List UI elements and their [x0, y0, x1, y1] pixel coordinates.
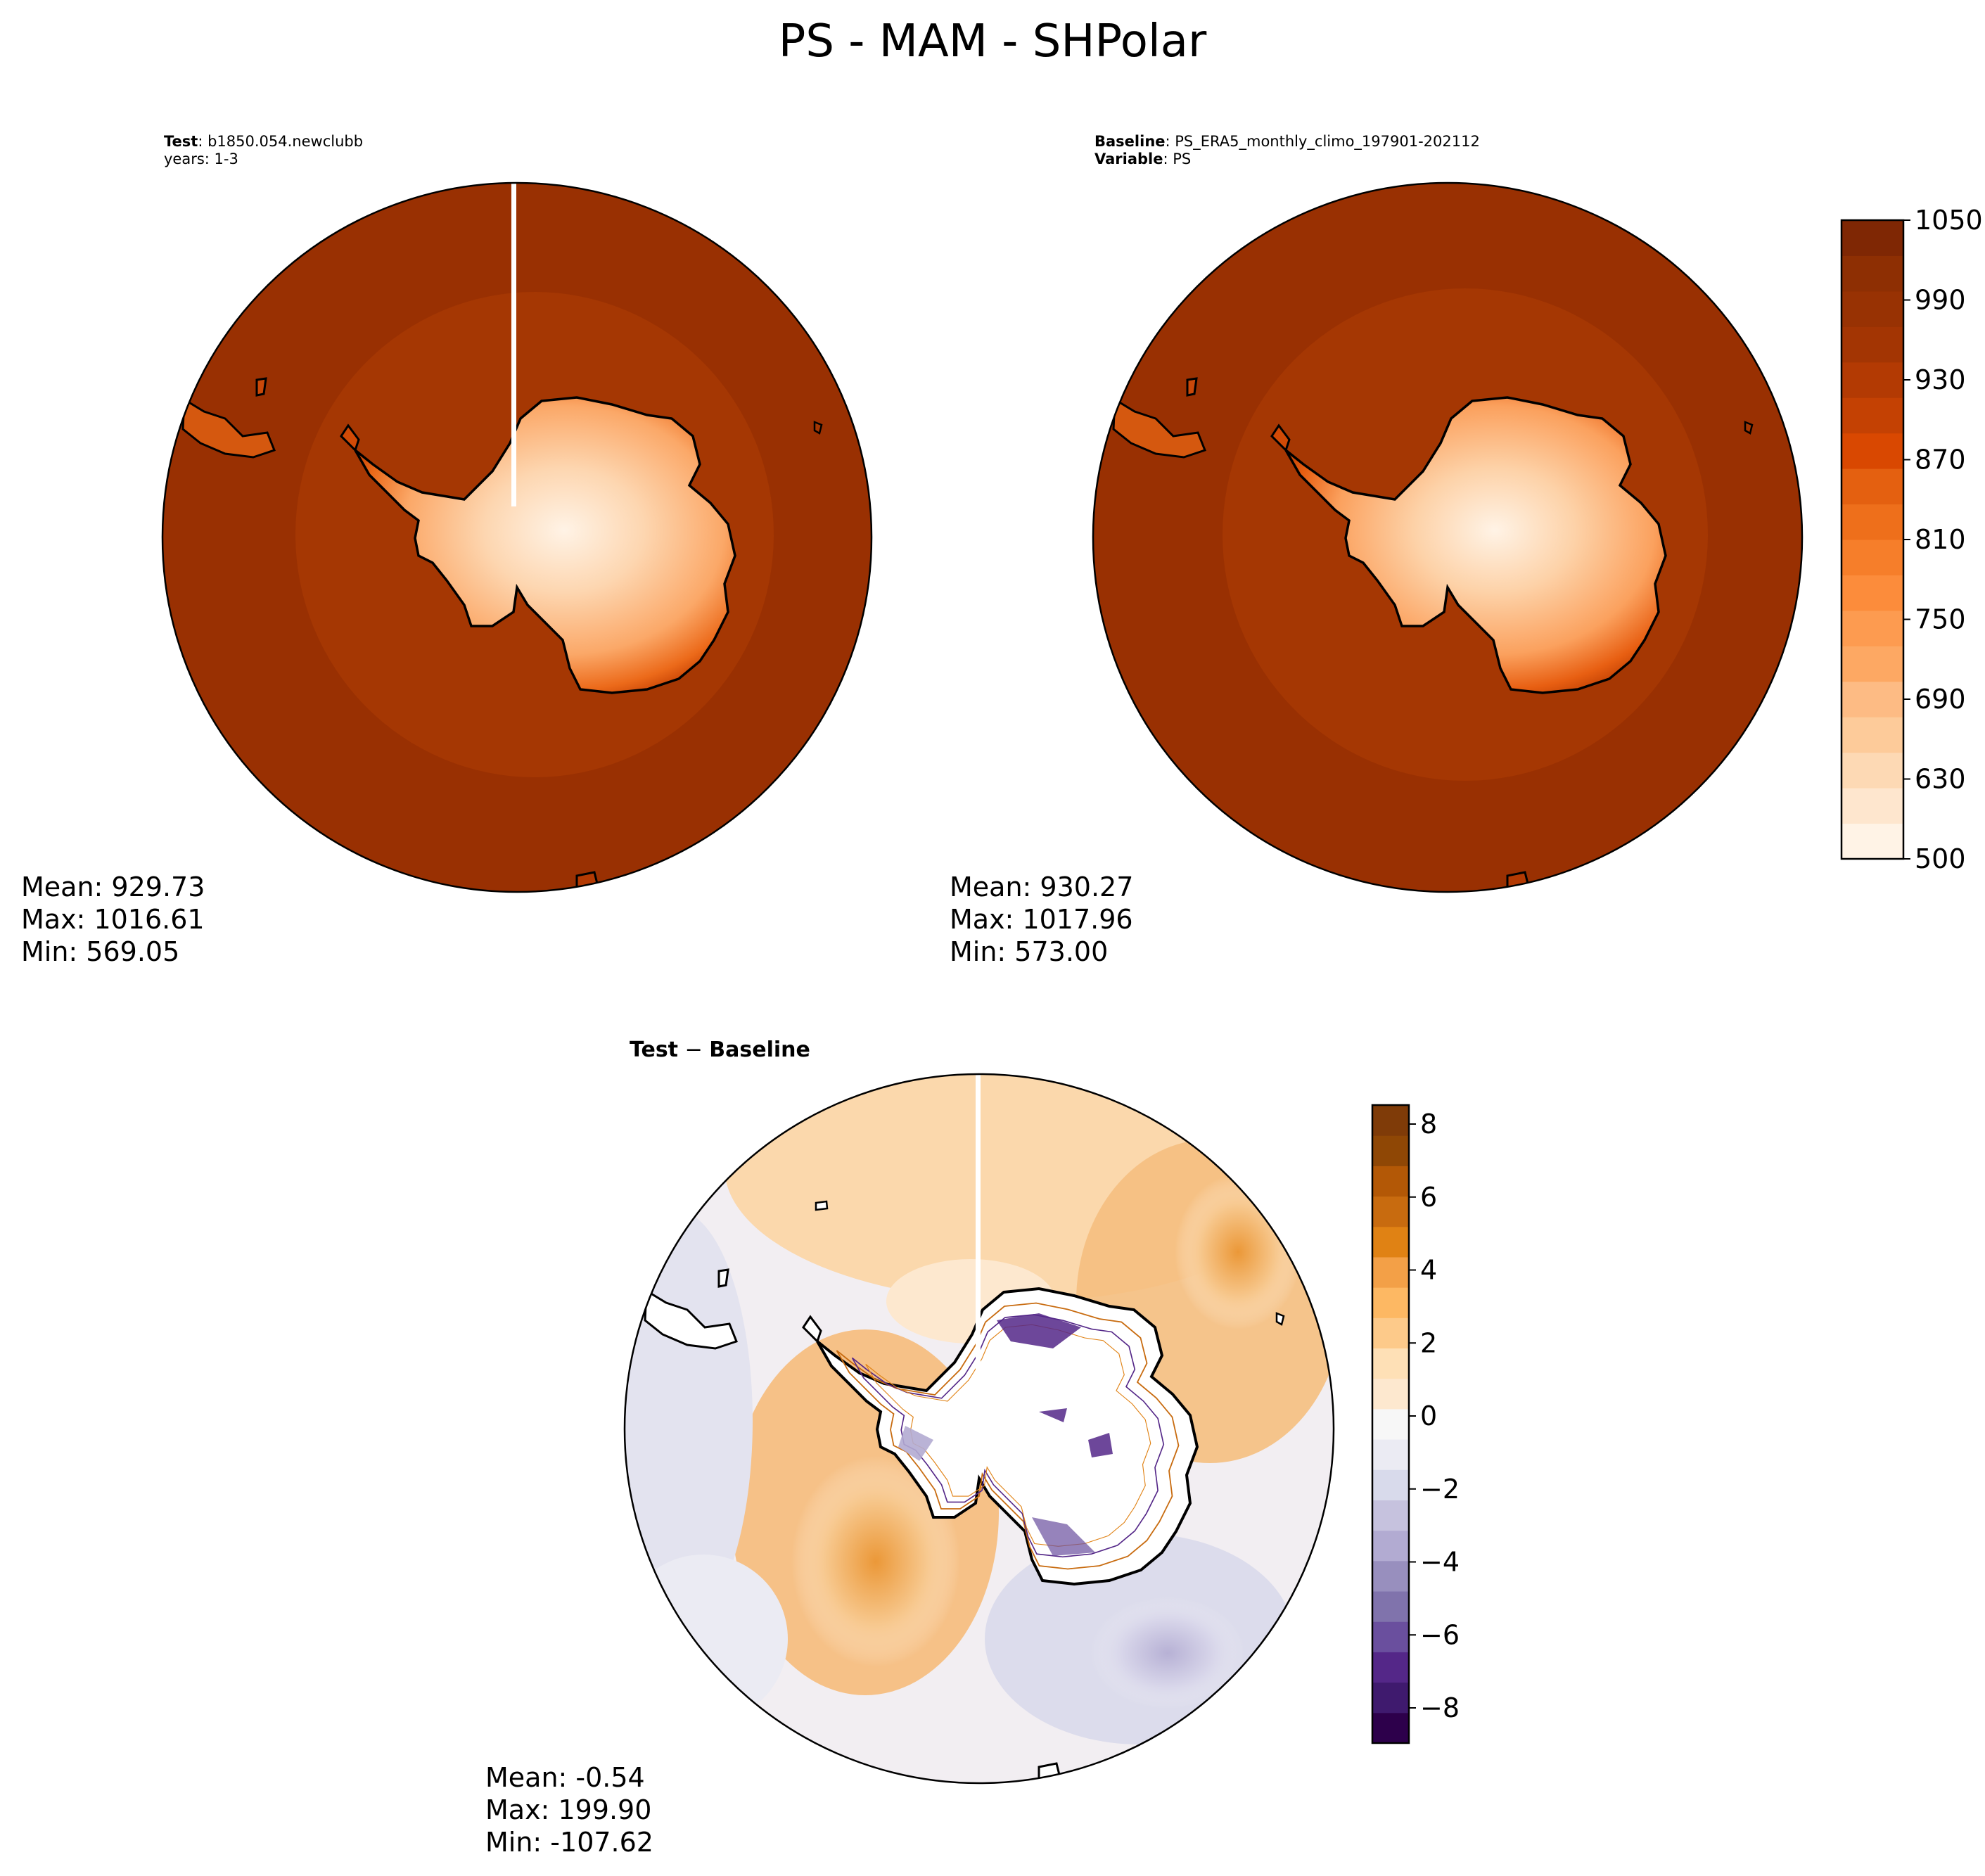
diff-colorbar-tick-label: −6	[1420, 1619, 1460, 1650]
diff-colorbar-segment	[1372, 1256, 1409, 1288]
diff-min: Min: -107.62	[485, 1827, 653, 1858]
test-missing-data-line	[511, 183, 516, 506]
baseline-variable: Variable: PS	[1094, 151, 1191, 167]
main-colorbar-segment	[1842, 717, 1903, 753]
test-label-value: : b1850.054.newclubb	[198, 133, 363, 150]
test-min: Min: 569.05	[21, 936, 179, 967]
diff-colorbar-segment	[1372, 1196, 1409, 1227]
test-years: years: 1-3	[164, 151, 238, 167]
diff-colorbar-segment	[1372, 1682, 1409, 1714]
diff-colorbar-segment	[1372, 1621, 1409, 1652]
main-colorbar-tick-label: 1050	[1915, 205, 1983, 236]
main-colorbar-segment	[1842, 681, 1903, 717]
main-colorbar-segment	[1842, 433, 1903, 469]
main-colorbar-segment	[1842, 823, 1903, 860]
diff-colorbar-segment	[1372, 1408, 1409, 1440]
diff-colorbar-tick-label: 0	[1420, 1400, 1437, 1431]
diff-colorbar-segment	[1372, 1469, 1409, 1500]
diff-colorbar-segment	[1372, 1439, 1409, 1470]
diff-colorbar-tick-label: −8	[1420, 1692, 1460, 1723]
test-panel: Test: b1850.054.newclubb years: 1-3 Mean…	[21, 133, 873, 967]
diff-mean: Mean: -0.54	[485, 1762, 645, 1793]
diff-max: Max: 199.90	[485, 1794, 651, 1825]
main-colorbar-tick-label: 930	[1915, 364, 1966, 395]
baseline-mean: Mean: 930.27	[950, 872, 1133, 902]
main-colorbar-tick-label: 990	[1915, 285, 1966, 316]
main-colorbar-segment	[1842, 468, 1903, 505]
main-colorbar-segment	[1842, 752, 1903, 789]
main-colorbar-tick-label: 630	[1915, 764, 1966, 795]
diff-colorbar-segment	[1372, 1500, 1409, 1531]
diff-colorbar: 8 6 4 2 0 −2 −4 −6 −8	[1371, 1104, 1460, 1744]
diff-colorbar-segment	[1372, 1287, 1409, 1318]
main-colorbar: 1050 990 930 870 810 750 690 630 500	[1840, 205, 1983, 874]
diff-colorbar-segment	[1372, 1166, 1409, 1197]
baseline-south-america	[1112, 397, 1206, 459]
diff-colorbar-tick-label: −2	[1420, 1474, 1460, 1505]
diff-colorbar-tick-label: 6	[1420, 1182, 1437, 1213]
main-colorbar-segment	[1842, 255, 1903, 292]
diff-title: Test − Baseline	[630, 1038, 810, 1062]
test-map	[162, 183, 872, 892]
main-colorbar-segment	[1842, 788, 1903, 824]
main-colorbar-segment	[1842, 220, 1903, 256]
baseline-label-value: : PS_ERA5_monthly_climo_197901-202112	[1166, 133, 1480, 151]
baseline-label: Baseline: PS_ERA5_monthly_climo_197901-2…	[1094, 133, 1480, 151]
diff-south-america	[644, 1289, 738, 1350]
diff-colorbar-segment	[1372, 1712, 1409, 1744]
main-colorbar-segment	[1842, 646, 1903, 682]
test-mean: Mean: 929.73	[21, 872, 205, 902]
diff-panel: Test − Baseline	[485, 1038, 1335, 1858]
main-colorbar-tick-label: 870	[1915, 445, 1966, 476]
diff-title-sep: −	[678, 1038, 709, 1062]
main-colorbar-tick-label: 500	[1915, 843, 1966, 874]
test-max: Max: 1016.61	[21, 904, 205, 935]
main-colorbar-segment	[1842, 362, 1903, 398]
baseline-variable-bold: Variable	[1094, 151, 1163, 167]
baseline-variable-value: : PS	[1163, 151, 1191, 167]
diff-colorbar-tick-label: 4	[1420, 1255, 1437, 1286]
baseline-min: Min: 573.00	[950, 936, 1108, 967]
main-colorbar-tick-label: 750	[1915, 604, 1966, 635]
diff-title-test: Test	[630, 1038, 678, 1062]
diff-colorbar-segment	[1372, 1348, 1409, 1379]
main-colorbar-segment	[1842, 540, 1903, 575]
diff-colorbar-segment	[1372, 1317, 1409, 1349]
diff-map	[625, 1074, 1334, 1783]
main-colorbar-segment	[1842, 610, 1903, 646]
baseline-map	[1093, 183, 1802, 892]
diff-colorbar-segment	[1372, 1591, 1409, 1622]
baseline-label-bold: Baseline	[1094, 133, 1166, 150]
main-colorbar-tick-label: 810	[1915, 524, 1966, 555]
main-colorbar-segment	[1842, 291, 1903, 327]
diff-colorbar-tick-label: 2	[1420, 1327, 1437, 1358]
diff-colorbar-tick-label: 8	[1420, 1109, 1437, 1140]
figure-title: PS - MAM - SHPolar	[779, 15, 1207, 68]
diff-title-baseline: Baseline	[709, 1038, 810, 1062]
diff-colorbar-segment	[1372, 1560, 1409, 1592]
diff-colorbar-segment	[1372, 1652, 1409, 1683]
main-colorbar-segment	[1842, 397, 1903, 434]
main-colorbar-segment	[1842, 326, 1903, 363]
diff-colorbar-segment	[1372, 1135, 1409, 1166]
main-colorbar-segment	[1842, 504, 1903, 540]
baseline-panel: Baseline: PS_ERA5_monthly_climo_197901-2…	[950, 133, 1804, 967]
main-colorbar-segment	[1842, 575, 1903, 611]
diff-colorbar-segment	[1372, 1378, 1409, 1410]
test-label: Test: b1850.054.newclubb	[164, 133, 363, 150]
diff-missing-data-line	[976, 1074, 981, 1426]
test-south-america	[181, 397, 276, 459]
diff-colorbar-tick-label: −4	[1420, 1547, 1460, 1578]
test-label-bold: Test	[164, 133, 198, 150]
diff-colorbar-segment	[1372, 1530, 1409, 1562]
diff-colorbar-segment	[1372, 1226, 1409, 1258]
diff-colorbar-segment	[1372, 1105, 1409, 1136]
baseline-max: Max: 1017.96	[950, 904, 1133, 935]
main-colorbar-tick-label: 690	[1915, 684, 1966, 715]
